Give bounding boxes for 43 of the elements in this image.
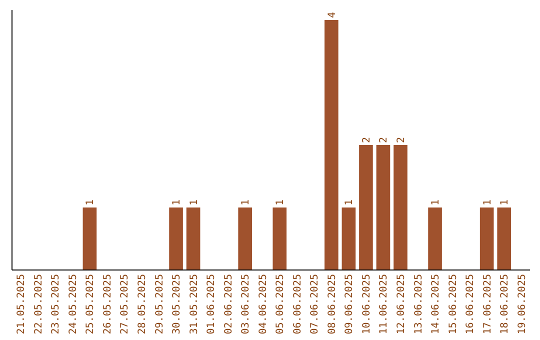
x-tick-label: 21.05.2025 <box>16 274 28 334</box>
x-tick-label: 18.06.2025 <box>500 274 511 334</box>
x-tick-label: 31.05.2025 <box>188 274 200 334</box>
data-label: 1 <box>344 199 356 206</box>
x-tick-label: 12.06.2025 <box>396 274 407 334</box>
data-label: 2 <box>361 136 372 143</box>
x-tick-label: 17.06.2025 <box>482 274 494 334</box>
x-tick-label: 22.05.2025 <box>33 274 44 334</box>
x-tick-label: 16.06.2025 <box>465 274 476 334</box>
data-label: 4 <box>326 12 338 18</box>
x-tick-label: 03.06.2025 <box>240 274 252 334</box>
x-tick-label: 15.06.2025 <box>448 274 459 334</box>
data-label: 1 <box>430 199 442 206</box>
x-tick-label: 06.06.2025 <box>292 274 304 334</box>
x-tick-label: 10.06.2025 <box>361 274 372 334</box>
data-label: 1 <box>500 199 511 206</box>
x-tick-label: 11.06.2025 <box>378 274 390 334</box>
data-label: 1 <box>85 199 96 206</box>
x-tick-label: 19.06.2025 <box>516 274 528 334</box>
x-tick-label: 14.06.2025 <box>430 274 442 334</box>
x-tick-label: 26.05.2025 <box>102 274 114 334</box>
x-tick-label: 23.05.2025 <box>50 274 62 334</box>
x-tick-label: 27.05.2025 <box>120 274 131 334</box>
data-label: 2 <box>396 136 407 143</box>
x-tick-label: 24.05.2025 <box>68 274 79 334</box>
x-tick-label: 28.05.2025 <box>137 274 148 334</box>
x-tick-label: 25.05.2025 <box>85 274 96 334</box>
x-tick-label: 05.06.2025 <box>275 274 286 334</box>
x-tick-label: 13.06.2025 <box>413 274 424 334</box>
data-label: 1 <box>482 199 494 206</box>
x-tick-label: 30.05.2025 <box>172 274 183 334</box>
x-tick-label: 08.06.2025 <box>326 274 338 334</box>
x-tick-label: 07.06.2025 <box>310 274 321 334</box>
x-tick-label: 29.05.2025 <box>154 274 166 334</box>
x-tick-label: 01.06.2025 <box>206 274 218 334</box>
x-tick-label: 09.06.2025 <box>344 274 356 334</box>
data-label: 1 <box>275 199 286 206</box>
data-label: 1 <box>240 199 252 206</box>
data-label: 1 <box>172 199 183 206</box>
data-label: 1 <box>188 199 200 206</box>
data-label: 2 <box>378 136 390 143</box>
x-tick-label: 02.06.2025 <box>223 274 234 334</box>
x-tick-label: 04.06.2025 <box>258 274 269 334</box>
